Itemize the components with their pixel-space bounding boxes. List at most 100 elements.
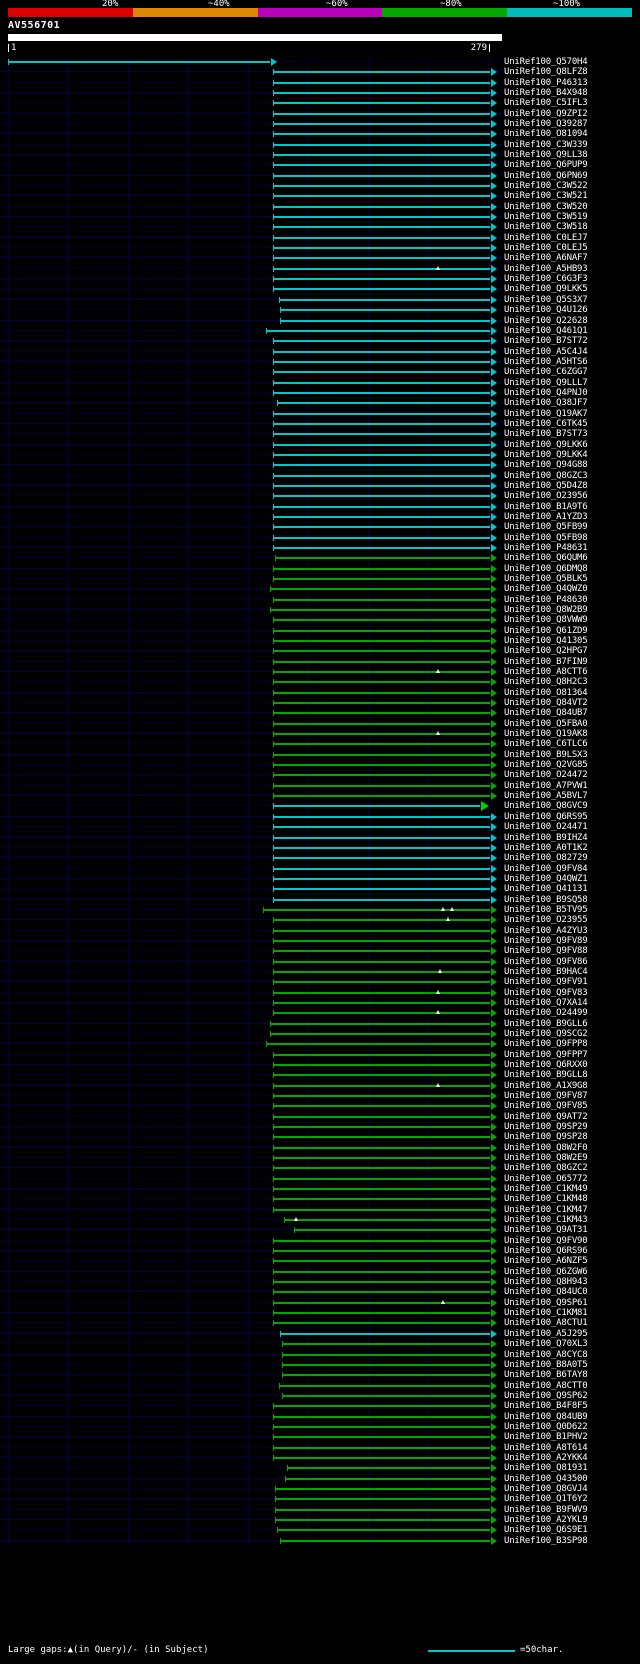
alignment-bar[interactable] (273, 1291, 490, 1294)
hit-label[interactable]: UniRef100_Q0D622 (504, 1421, 588, 1432)
hit-label[interactable]: UniRef100_C3W522 (504, 181, 588, 192)
hit-label[interactable]: UniRef100_Q4U126 (504, 305, 588, 316)
hit-label[interactable]: UniRef100_P48630 (504, 594, 588, 605)
alignment-bar[interactable] (273, 412, 490, 415)
hit-label[interactable]: UniRef100_B9LSX3 (504, 749, 588, 760)
hit-label[interactable]: UniRef100_Q9AT31 (504, 1225, 588, 1236)
hit-label[interactable]: UniRef100_Q8W2F0 (504, 1142, 588, 1153)
alignment-bar[interactable] (273, 650, 490, 653)
hit-label[interactable]: UniRef100_B3SP98 (504, 1535, 588, 1546)
alignment-bar[interactable] (273, 1250, 490, 1253)
hit-label[interactable]: UniRef100_B7ST73 (504, 429, 588, 440)
alignment-bar[interactable] (273, 1157, 490, 1160)
hit-label[interactable]: UniRef100_Q8GVC9 (504, 801, 588, 812)
alignment-bar[interactable] (273, 774, 490, 777)
alignment-bar[interactable] (273, 888, 490, 891)
hit-label[interactable]: UniRef100_Q9LL38 (504, 150, 588, 161)
alignment-bar[interactable] (273, 712, 490, 715)
hit-label[interactable]: UniRef100_C6TK45 (504, 418, 588, 429)
alignment-bar[interactable] (273, 1405, 490, 1408)
alignment-bar[interactable] (269, 1022, 490, 1025)
hit-label[interactable]: UniRef100_Q570H4 (504, 57, 588, 67)
alignment-bar[interactable] (269, 609, 490, 612)
hit-label[interactable]: UniRef100_O81364 (504, 687, 588, 698)
hit-label[interactable]: UniRef100_Q9FV84 (504, 863, 588, 874)
hit-label[interactable]: UniRef100_Q19AK7 (504, 408, 588, 419)
alignment-bar[interactable] (273, 743, 490, 746)
alignment-bar[interactable] (273, 898, 490, 901)
hit-label[interactable]: UniRef100_C0LEJ5 (504, 243, 588, 254)
alignment-bar[interactable] (273, 929, 490, 932)
alignment-bar[interactable] (294, 1229, 490, 1232)
hit-label[interactable]: UniRef100_C1KM47 (504, 1204, 588, 1215)
hit-label[interactable]: UniRef100_O81094 (504, 129, 588, 140)
hit-label[interactable]: UniRef100_C1KM49 (504, 1184, 588, 1195)
alignment-bar[interactable] (273, 815, 490, 818)
hit-label[interactable]: UniRef100_Q9LKK6 (504, 439, 588, 450)
hit-label[interactable]: UniRef100_Q9FPP8 (504, 1039, 588, 1050)
hit-label[interactable]: UniRef100_A6NAF7 (504, 253, 588, 264)
alignment-bar[interactable] (273, 950, 490, 953)
hit-label[interactable]: UniRef100_Q5S3X7 (504, 294, 588, 305)
alignment-bar[interactable] (273, 422, 490, 425)
alignment-bar[interactable] (273, 1063, 490, 1066)
hit-label[interactable]: UniRef100_Q5FB98 (504, 532, 588, 543)
hit-label[interactable]: UniRef100_A5HB93 (504, 263, 588, 274)
hit-label[interactable]: UniRef100_Q94G88 (504, 460, 588, 471)
alignment-bar[interactable] (273, 722, 490, 725)
hit-label[interactable]: UniRef100_C1KM81 (504, 1308, 588, 1319)
alignment-bar[interactable] (273, 164, 490, 167)
alignment-bar[interactable] (273, 1053, 490, 1056)
alignment-bar[interactable] (273, 753, 490, 756)
alignment-bar[interactable] (278, 1384, 490, 1387)
alignment-bar[interactable] (262, 908, 490, 911)
alignment-bar[interactable] (273, 1260, 490, 1263)
alignment-bar[interactable] (273, 112, 490, 115)
hit-label[interactable]: UniRef100_C1KM43 (504, 1215, 588, 1226)
alignment-bar[interactable] (269, 1032, 490, 1035)
alignment-bar[interactable] (280, 319, 490, 322)
hit-label[interactable]: UniRef100_C3W519 (504, 212, 588, 223)
hit-label[interactable]: UniRef100_Q6PUP9 (504, 160, 588, 171)
hit-label[interactable]: UniRef100_Q6S9E1 (504, 1525, 588, 1536)
hit-label[interactable]: UniRef100_Q461Q1 (504, 325, 588, 336)
hit-label[interactable]: UniRef100_Q8W2E9 (504, 1153, 588, 1164)
hit-label[interactable]: UniRef100_A8CYC8 (504, 1349, 588, 1360)
alignment-bar[interactable] (273, 1074, 490, 1077)
hit-label[interactable]: UniRef100_Q38JF7 (504, 398, 588, 409)
hit-label[interactable]: UniRef100_B4X948 (504, 88, 588, 99)
alignment-bar[interactable] (278, 298, 490, 301)
hit-label[interactable]: UniRef100_Q84VT2 (504, 698, 588, 709)
alignment-bar[interactable] (285, 1477, 490, 1480)
hit-label[interactable]: UniRef100_A8T614 (504, 1442, 588, 1453)
hit-label[interactable]: UniRef100_Q4QWZ0 (504, 584, 588, 595)
hit-label[interactable]: UniRef100_C6G3F3 (504, 274, 588, 285)
hit-label[interactable]: UniRef100_B5TV95 (504, 904, 588, 915)
alignment-bar[interactable] (280, 309, 490, 312)
alignment-bar[interactable] (273, 846, 490, 849)
hit-label[interactable]: UniRef100_Q7XA14 (504, 997, 588, 1008)
alignment-bar[interactable] (273, 154, 490, 157)
hit-label[interactable]: UniRef100_B4F8F5 (504, 1401, 588, 1412)
hit-label[interactable]: UniRef100_Q5D4Z8 (504, 480, 588, 491)
alignment-bar[interactable] (273, 1425, 490, 1428)
alignment-bar[interactable] (273, 205, 490, 208)
hit-label[interactable]: UniRef100_A2YKL9 (504, 1514, 588, 1525)
alignment-bar[interactable] (273, 671, 490, 674)
hit-label[interactable]: UniRef100_C3W520 (504, 201, 588, 212)
hit-label[interactable]: UniRef100_Q5FBA0 (504, 718, 588, 729)
hit-label[interactable]: UniRef100_B8A0T5 (504, 1359, 588, 1370)
hit-label[interactable]: UniRef100_Q43500 (504, 1473, 588, 1484)
alignment-bar[interactable] (280, 1332, 490, 1335)
alignment-bar[interactable] (273, 360, 490, 363)
alignment-bar[interactable] (273, 764, 490, 767)
alignment-bar[interactable] (266, 1043, 490, 1046)
hit-label[interactable]: UniRef100_Q8W2B9 (504, 605, 588, 616)
hit-label[interactable]: UniRef100_Q2HPG7 (504, 646, 588, 657)
alignment-bar[interactable] (273, 1167, 490, 1170)
hit-label[interactable]: UniRef100_O24471 (504, 822, 588, 833)
alignment-bar[interactable] (273, 629, 490, 632)
hit-label[interactable]: UniRef100_C3W518 (504, 222, 588, 233)
alignment-bar[interactable] (273, 1126, 490, 1129)
alignment-bar[interactable] (281, 1363, 490, 1366)
